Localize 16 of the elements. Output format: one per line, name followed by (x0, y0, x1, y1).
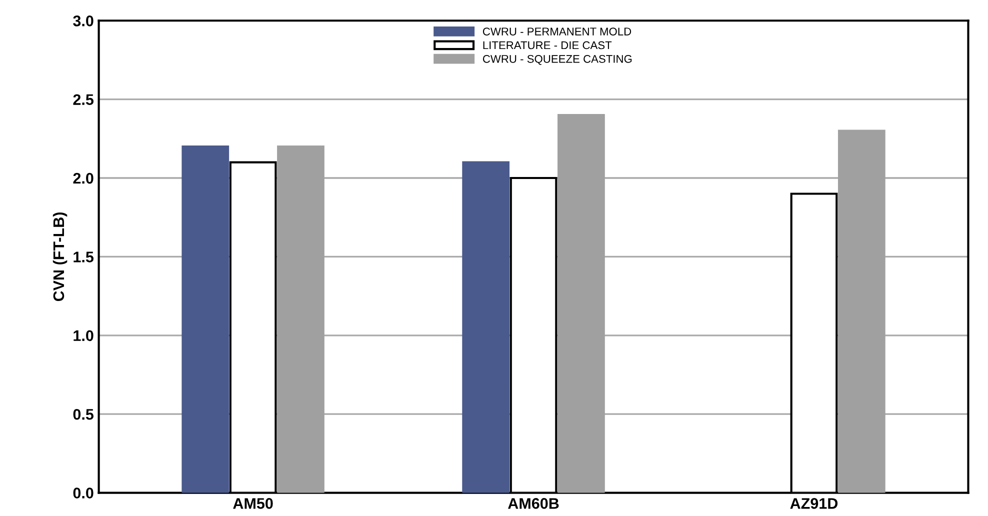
y-tick-label: 1.5 (74, 252, 94, 262)
y-axis-title: CVN (FT-LB) (52, 212, 68, 302)
y-tick-label: 1.0 (74, 330, 94, 342)
y-tick-label: 0.0 (73, 488, 94, 498)
x-tick-label: AZ91D (790, 498, 838, 509)
legend-label: CWRU - PERMANENT MOLD (482, 28, 632, 36)
x-tick-label: AM50 (233, 498, 273, 509)
y-tick-label: 3.0 (73, 16, 94, 26)
y-tick-label: 0.5 (73, 408, 94, 420)
y-tick-label: 2.0 (73, 172, 94, 184)
legend-label: CWRU - SQUEEZE CASTING (482, 54, 632, 65)
legend-label: LITERATURE - DIE CAST (483, 41, 612, 50)
x-tick-label: AM60B (508, 498, 559, 509)
bar (462, 161, 510, 493)
bar (182, 146, 230, 493)
y-tick-label: 2.5 (73, 94, 94, 106)
